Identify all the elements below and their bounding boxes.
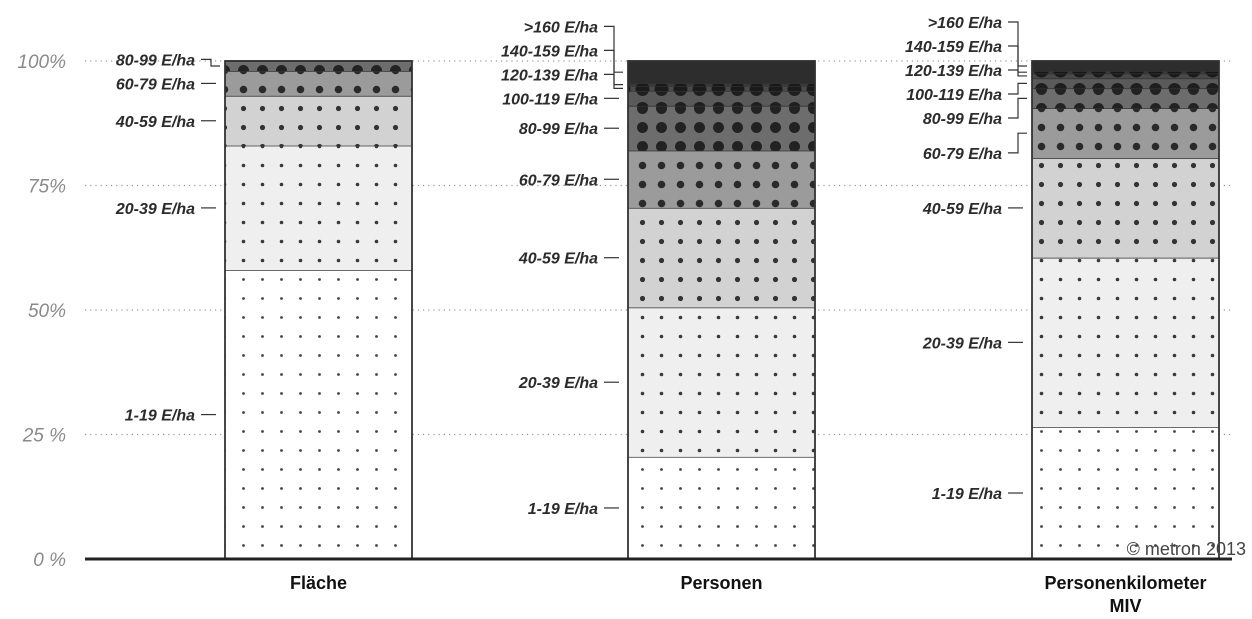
segment-label: 140-159 E/ha <box>501 43 598 60</box>
bar-segment <box>1032 158 1219 258</box>
segment-label: 20-39 E/ha <box>115 201 195 218</box>
segment-label: 20-39 E/ha <box>922 335 1002 352</box>
leader-line <box>1008 132 1027 154</box>
segment-label: 40-59 E/ha <box>518 251 598 268</box>
segment-label: 1-19 E/ha <box>932 486 1002 503</box>
bar-segment <box>1032 73 1219 79</box>
bar-segment <box>1032 88 1219 109</box>
segment-labels: 1-19 E/ha 20-39 E/ha 40-59 E/ha 60-79 E/ha 8… <box>115 15 1027 518</box>
leader-line <box>1008 97 1027 119</box>
category-labels: Fläche Personen Personenkilometer MIV <box>290 573 1207 616</box>
segment-label: 40-59 E/ha <box>115 114 195 131</box>
segment-label: 80-99 E/ha <box>519 121 598 138</box>
bar-segment <box>225 70 412 96</box>
segment-label: 100-119 E/ha <box>502 91 598 108</box>
category-label: Fläche <box>290 573 347 593</box>
y-tick-label: 50% <box>28 301 66 322</box>
segment-label: >160 E/ha <box>524 19 598 36</box>
bar-segment <box>628 90 815 106</box>
segment-label: 60-79 E/ha <box>923 146 1002 163</box>
bar-segment <box>1032 427 1219 559</box>
segment-label: 140-159 E/ha <box>905 39 1002 56</box>
bar-segment <box>1032 70 1219 74</box>
category-label: Personen <box>680 573 762 593</box>
y-tick-label: 75% <box>28 177 66 198</box>
segment-label: 40-59 E/ha <box>922 201 1002 218</box>
segment-label: 100-119 E/ha <box>906 87 1002 104</box>
segment-label: 120-139 E/ha <box>905 63 1002 80</box>
segment-label: 120-139 E/ha <box>501 67 598 84</box>
segment-label: 60-79 E/ha <box>116 76 195 93</box>
segment-label: 1-19 E/ha <box>528 501 598 518</box>
bar-segment <box>225 61 412 71</box>
category-label: Personenkilometer <box>1044 573 1206 593</box>
y-tick-label: 100% <box>17 52 66 73</box>
leader-line <box>1008 69 1027 77</box>
bar-segment <box>628 83 815 86</box>
bar-segment <box>628 207 815 308</box>
bar-segment <box>225 95 412 146</box>
bar-0 <box>224 60 413 560</box>
segment-label: >160 E/ha <box>928 15 1002 32</box>
bars <box>224 60 1220 560</box>
bar-segment <box>225 145 412 271</box>
segment-label: 60-79 E/ha <box>519 172 598 189</box>
bar-segment <box>628 105 815 151</box>
y-tick-label: 25 % <box>22 426 66 447</box>
bar-segment <box>1032 78 1219 89</box>
leader-line <box>604 25 623 73</box>
bar-segment <box>628 150 815 208</box>
segment-label: 20-39 E/ha <box>518 375 598 392</box>
bar-segment <box>1032 257 1219 428</box>
category-label: MIV <box>1109 596 1141 616</box>
bar-2 <box>1031 60 1220 560</box>
bar-segment <box>628 456 815 559</box>
bar-segment <box>628 61 815 84</box>
y-axis-ticks: 0 % 25 % 50% 75% 100% <box>17 52 66 571</box>
bar-segment <box>1032 108 1219 159</box>
leader-line <box>1008 82 1027 95</box>
leader-line <box>201 58 220 67</box>
bar-segment <box>1032 61 1219 71</box>
bar-1 <box>627 60 816 560</box>
bar-segment <box>225 270 412 559</box>
segment-label: 1-19 E/ha <box>125 408 195 425</box>
bar-segment <box>628 85 815 91</box>
bar-segment <box>628 307 815 457</box>
copyright-text: © metron 2013 <box>1127 539 1246 559</box>
y-tick-label: 0 % <box>33 550 66 571</box>
leader-line <box>1008 21 1027 67</box>
segment-label: 80-99 E/ha <box>116 52 195 69</box>
segment-label: 80-99 E/ha <box>923 111 1002 128</box>
